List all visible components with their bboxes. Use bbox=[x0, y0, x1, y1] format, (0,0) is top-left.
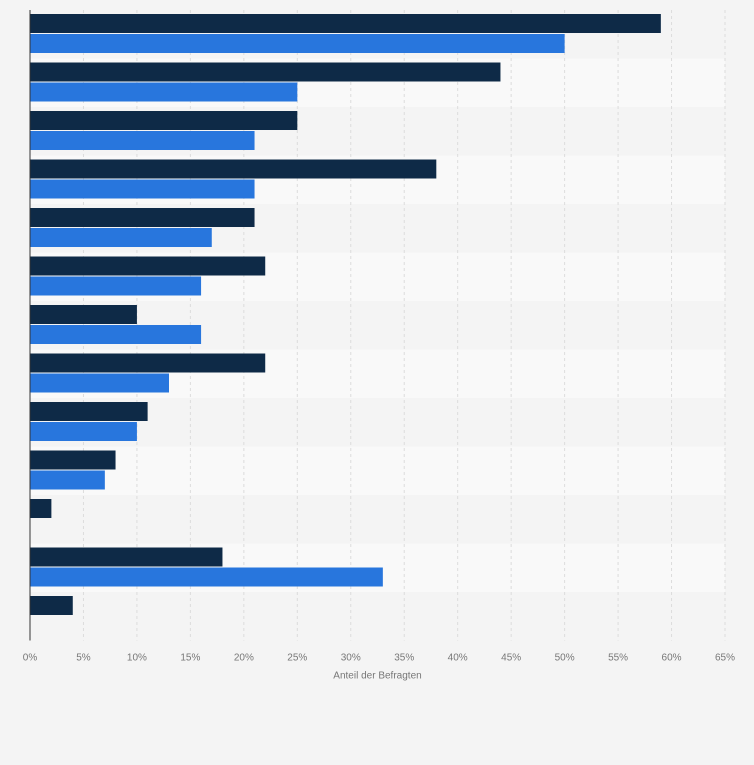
row-band bbox=[30, 592, 725, 641]
bar-series-2 bbox=[30, 228, 212, 247]
bar-series-2 bbox=[30, 325, 202, 344]
x-tick-label: 40% bbox=[448, 653, 468, 664]
row-band bbox=[30, 446, 725, 495]
bar-series-2 bbox=[30, 179, 255, 199]
x-tick-labels: 0% 5% 10% 15% 20% 25% 30% 35% 40% 45% 50% 55% 60% 65% bbox=[23, 653, 735, 664]
bar-series-1 bbox=[30, 402, 148, 421]
x-tick-label: 45% bbox=[501, 653, 521, 664]
x-tick-label: 60% bbox=[662, 653, 682, 664]
bar-series-1 bbox=[30, 305, 137, 324]
bar-series-2 bbox=[30, 276, 202, 296]
bar-series-1 bbox=[30, 353, 266, 373]
bar-series-2 bbox=[30, 422, 137, 441]
bar-series-1 bbox=[30, 62, 501, 82]
x-tick-label: 5% bbox=[76, 653, 91, 664]
x-tick-label: 65% bbox=[715, 653, 735, 664]
bar-series-1 bbox=[30, 547, 223, 567]
x-tick-label: 50% bbox=[555, 653, 575, 664]
x-tick-label: 10% bbox=[127, 653, 147, 664]
bar-series-1 bbox=[30, 111, 298, 130]
bar-series-1 bbox=[30, 499, 52, 518]
bar-series-1 bbox=[30, 256, 266, 276]
bar-series-2 bbox=[30, 82, 298, 102]
bar-series-2 bbox=[30, 131, 255, 150]
bar-series-1 bbox=[30, 450, 116, 470]
x-tick-label: 25% bbox=[287, 653, 307, 664]
bar-series-1 bbox=[30, 596, 73, 615]
bar-series-1 bbox=[30, 208, 255, 227]
x-tick-label: 20% bbox=[234, 653, 254, 664]
bar-series-2 bbox=[30, 373, 169, 393]
bar-series-2 bbox=[30, 34, 565, 53]
x-tick-label: 55% bbox=[608, 653, 628, 664]
x-tick-label: 0% bbox=[23, 653, 38, 664]
bar-series-2 bbox=[30, 567, 383, 587]
bars bbox=[30, 14, 661, 615]
bar-series-1 bbox=[30, 159, 437, 179]
x-tick-label: 35% bbox=[394, 653, 414, 664]
x-axis-label: Anteil der Befragten bbox=[333, 671, 421, 682]
row-band bbox=[30, 495, 725, 544]
bar-series-2 bbox=[30, 470, 105, 490]
bar-series-1 bbox=[30, 14, 661, 33]
x-tick-label: 30% bbox=[341, 653, 361, 664]
x-tick-label: 15% bbox=[180, 653, 200, 664]
